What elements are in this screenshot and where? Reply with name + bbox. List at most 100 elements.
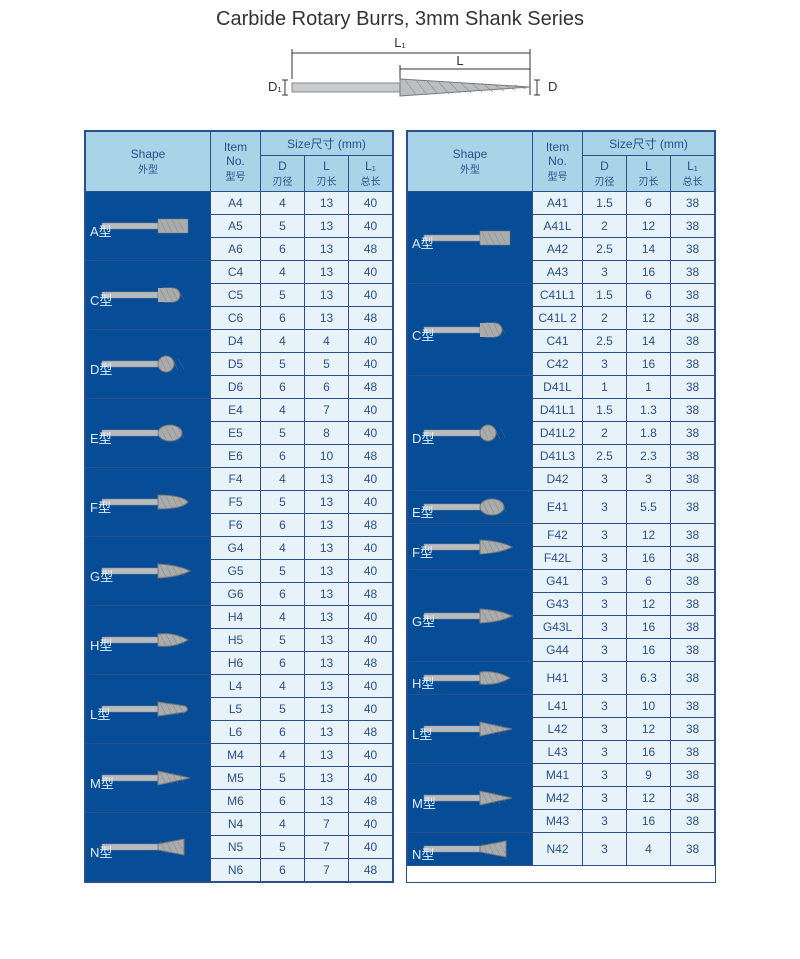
val-d: 4: [261, 744, 305, 767]
val-d: 6: [261, 583, 305, 606]
val-l: 6: [627, 192, 671, 215]
shape-cell: F型: [86, 486, 210, 518]
val-l: 13: [305, 790, 349, 813]
val-l: 13: [305, 560, 349, 583]
val-l1: 38: [671, 741, 715, 764]
val-l: 16: [627, 353, 671, 376]
item-no: C41: [533, 330, 583, 353]
val-l: 5.5: [627, 491, 671, 524]
val-l: 12: [627, 524, 671, 547]
item-no: D5: [211, 353, 261, 376]
hdr-size: Size尺寸 (mm): [583, 132, 715, 156]
hdr-l1: L₁总长: [349, 156, 393, 192]
val-d: 6: [261, 376, 305, 399]
item-no: L43: [533, 741, 583, 764]
hdr-l: L刃长: [305, 156, 349, 192]
shape-cell: N型: [408, 833, 532, 865]
val-l: 16: [627, 547, 671, 570]
val-l1: 38: [671, 261, 715, 284]
val-l: 13: [305, 675, 349, 698]
val-d: 6: [261, 445, 305, 468]
table-row: F型F4231238: [408, 524, 715, 547]
table-row: L型L441340: [86, 675, 393, 698]
val-l1: 40: [349, 491, 393, 514]
val-l1: 38: [671, 616, 715, 639]
shape-label: F型: [90, 497, 111, 516]
shape-label: L型: [90, 704, 110, 723]
val-l1: 40: [349, 330, 393, 353]
val-l1: 38: [671, 810, 715, 833]
val-d: 2.5: [583, 445, 627, 468]
item-no: G43: [533, 593, 583, 616]
item-no: L6: [211, 721, 261, 744]
table-row: N型N423438: [408, 833, 715, 866]
val-d: 4: [261, 330, 305, 353]
shape-cell: L型: [86, 693, 210, 725]
val-l: 4: [305, 330, 349, 353]
val-l1: 48: [349, 721, 393, 744]
val-l: 4: [627, 833, 671, 866]
shape-label: C型: [90, 290, 112, 309]
item-no: F42L: [533, 547, 583, 570]
val-d: 4: [261, 192, 305, 215]
hdr-d: D刃径: [261, 156, 305, 192]
item-no: L5: [211, 698, 261, 721]
val-l1: 38: [671, 695, 715, 718]
item-no: A41L: [533, 215, 583, 238]
item-no: A41: [533, 192, 583, 215]
item-no: D41L1: [533, 399, 583, 422]
table-row: M型M441340: [86, 744, 393, 767]
table-row: E型E44740: [86, 399, 393, 422]
val-l1: 48: [349, 790, 393, 813]
val-l1: 38: [671, 422, 715, 445]
val-l: 10: [627, 695, 671, 718]
val-d: 3: [583, 810, 627, 833]
shape-label: A型: [412, 233, 434, 252]
val-l1: 48: [349, 238, 393, 261]
val-l: 13: [305, 514, 349, 537]
val-l: 2.3: [627, 445, 671, 468]
item-no: M6: [211, 790, 261, 813]
val-d: 2.5: [583, 238, 627, 261]
val-d: 3: [583, 593, 627, 616]
svg-text:D₁: D₁: [268, 79, 282, 94]
val-d: 6: [261, 238, 305, 261]
table-row: L型L4131038: [408, 695, 715, 718]
val-l1: 38: [671, 491, 715, 524]
val-l1: 40: [349, 422, 393, 445]
val-l1: 38: [671, 284, 715, 307]
item-no: C42: [533, 353, 583, 376]
val-l: 1: [627, 376, 671, 399]
val-l: 10: [305, 445, 349, 468]
val-l1: 38: [671, 662, 715, 695]
val-d: 4: [261, 468, 305, 491]
item-no: N6: [211, 859, 261, 882]
item-no: D4: [211, 330, 261, 353]
val-l: 13: [305, 284, 349, 307]
svg-text:L: L: [456, 53, 463, 68]
table-row: N型N44740: [86, 813, 393, 836]
val-l: 1.8: [627, 422, 671, 445]
val-d: 3: [583, 524, 627, 547]
item-no: F5: [211, 491, 261, 514]
val-l1: 38: [671, 547, 715, 570]
hdr-size: Size尺寸 (mm): [261, 132, 393, 156]
val-l: 12: [627, 718, 671, 741]
val-d: 5: [261, 215, 305, 238]
table-row: G型G441340: [86, 537, 393, 560]
item-no: D42: [533, 468, 583, 491]
val-l1: 40: [349, 675, 393, 698]
val-l1: 38: [671, 833, 715, 866]
item-no: A6: [211, 238, 261, 261]
val-l1: 40: [349, 353, 393, 376]
item-no: C41L1: [533, 284, 583, 307]
val-d: 2: [583, 422, 627, 445]
shape-cell: E型: [86, 417, 210, 449]
shape-cell: D型: [408, 417, 532, 449]
val-d: 4: [261, 606, 305, 629]
item-no: E6: [211, 445, 261, 468]
item-no: H41: [533, 662, 583, 695]
table-row: F型F441340: [86, 468, 393, 491]
left-table: Shape外型Item No.型号Size尺寸 (mm)D刃径L刃长L₁总长A型…: [84, 130, 394, 883]
shape-label: A型: [90, 221, 112, 240]
